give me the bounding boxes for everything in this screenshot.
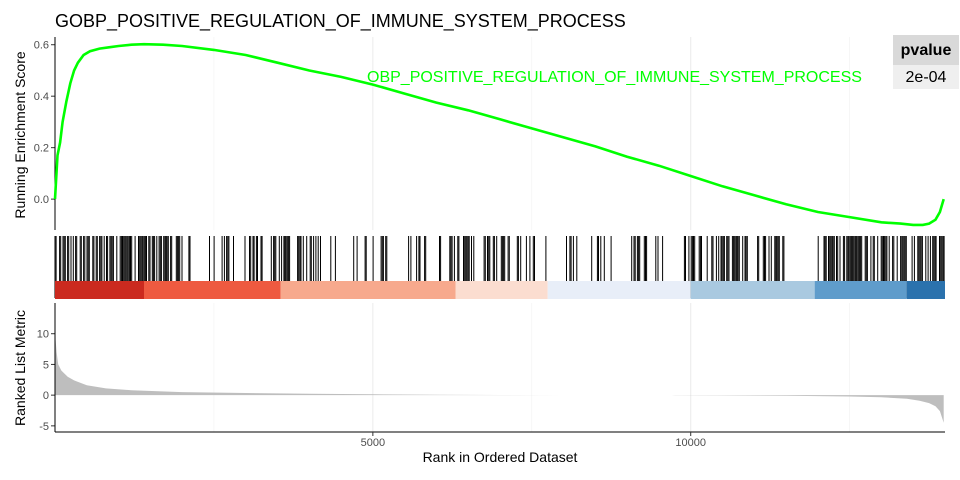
enrichment-score-line [53, 42, 945, 227]
pvalue-value: 2e-04 [906, 69, 947, 86]
color-bar-segment [280, 281, 456, 299]
x-ticks: 5000 10000 [361, 432, 706, 449]
enrichment-y-ticks: 0.0 0.2 0.4 0.6 [34, 40, 55, 206]
ranked-list-panel: -5 0 5 10 5000 10000 Ranked List Metric Rank… [12, 303, 945, 465]
color-bar-segment [55, 281, 144, 299]
enrichment-panel: 0.0 0.2 0.4 0.6 OBP_POSITIVE_REGULATION_OF_… [12, 37, 945, 230]
x-axis-title: Rank in Ordered Dataset [423, 449, 578, 465]
color-bar-segment [144, 281, 281, 299]
color-bar-segment [455, 281, 548, 299]
pvalue-table: pvalue 2e-04 [893, 35, 959, 89]
ranked-y-tick-label: 10 [37, 329, 49, 341]
ranked-y-tick-label: 0 [43, 390, 49, 402]
ranked-metric-area [55, 309, 944, 423]
color-bar-segment [814, 281, 907, 299]
enrichment-y-tick-label: 0.4 [34, 91, 49, 103]
enrichment-y-title: Running Enrichment Score [12, 51, 28, 219]
hits-panel [54, 236, 945, 299]
ranked-gridlines [213, 303, 850, 432]
color-bar-segment [690, 281, 815, 299]
enrichment-y-tick-label: 0.0 [34, 194, 49, 206]
pvalue-header-cell [893, 35, 959, 65]
chart-title: GOBP_POSITIVE_REGULATION_OF_IMMUNE_SYSTE… [55, 11, 626, 32]
rank-color-bar [55, 281, 945, 299]
x-tick-label: 5000 [361, 437, 385, 449]
enrichment-gridlines [213, 37, 850, 230]
color-bar-segment [547, 281, 691, 299]
x-tick-label: 10000 [675, 437, 706, 449]
color-bar-segment [906, 281, 945, 299]
enrichment-y-tick-label: 0.2 [34, 143, 49, 155]
ranked-y-tick-label: -5 [39, 421, 49, 433]
ranked-y-ticks: -5 0 5 10 [37, 329, 55, 433]
pvalue-header: pvalue [901, 42, 952, 59]
ranked-y-title: Ranked List Metric [12, 310, 28, 426]
ranked-y-tick-label: 5 [43, 359, 49, 371]
series-label: OBP_POSITIVE_REGULATION_OF_IMMUNE_SYSTEM… [367, 69, 862, 86]
pvalue-value-cell [893, 65, 959, 89]
enrichment-y-tick-label: 0.6 [34, 40, 49, 52]
